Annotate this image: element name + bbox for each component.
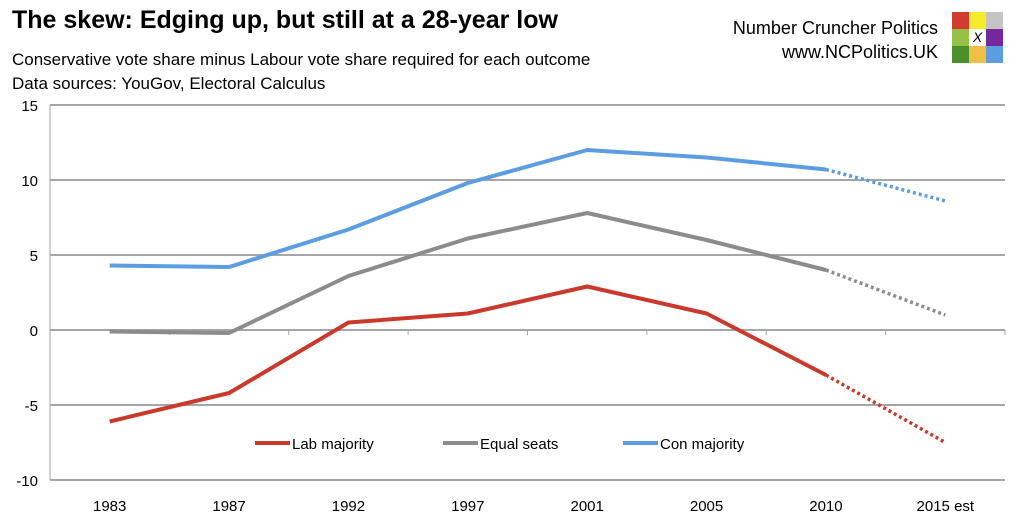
x-tick-label: 2010 [809, 498, 842, 515]
y-tick-label: 5 [30, 248, 38, 265]
series-line-lab-majority [109, 284, 827, 424]
logo-square: X [969, 29, 986, 46]
logo-square [952, 12, 969, 29]
series-estimate-con-majority [825, 167, 946, 203]
x-tick-label: 1992 [332, 498, 365, 515]
x-tick-label: 2015 est [917, 498, 975, 515]
data-sources: Data sources: YouGov, Electoral Calculus [12, 74, 326, 93]
logo-square [952, 46, 969, 63]
brand-url: www.NCPolitics.UK [781, 42, 938, 62]
chart-title: The skew: Edging up, but still at a 28-y… [12, 6, 558, 34]
logo-square [969, 46, 986, 63]
logo-square [969, 12, 986, 29]
legend-label: Lab majority [292, 436, 374, 453]
legend-label: Equal seats [480, 436, 558, 453]
x-tick-label: 1983 [93, 498, 126, 515]
series-line-con-majority [109, 148, 827, 269]
y-tick-label: 10 [21, 173, 38, 190]
logo-square [986, 12, 1003, 29]
brand-logo: X [952, 12, 1003, 63]
x-tick-label: 2005 [690, 498, 723, 515]
logo-square [986, 46, 1003, 63]
chart-subtitle: Conservative vote share minus Labour vot… [12, 50, 591, 69]
x-tick-label: 1997 [451, 498, 484, 515]
brand-name: Number Cruncher Politics [732, 18, 938, 38]
x-tick-label: 1987 [212, 498, 245, 515]
y-tick-label: -5 [25, 398, 38, 415]
legend-label: Con majority [660, 436, 745, 453]
logo-square [986, 29, 1003, 46]
x-tick-label: 2001 [571, 498, 604, 515]
logo-square [952, 29, 969, 46]
y-tick-label: 15 [21, 98, 38, 115]
series-estimate-equal-seats [825, 268, 946, 317]
y-tick-label: -10 [16, 473, 38, 490]
y-tick-label: 0 [30, 323, 38, 340]
series-estimate-lab-majority [825, 373, 947, 445]
